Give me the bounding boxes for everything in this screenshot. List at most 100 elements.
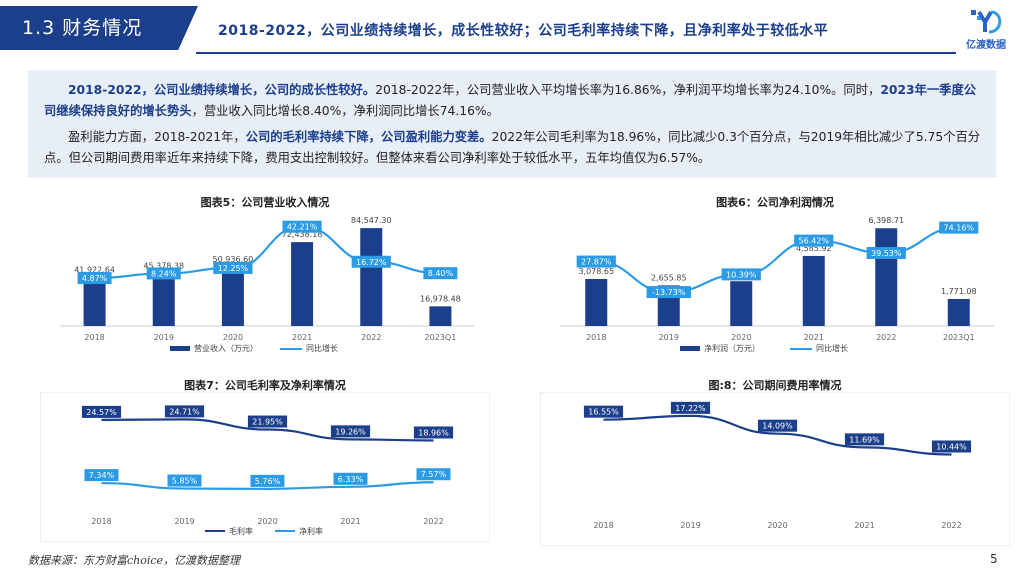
growth-label: -13.73% bbox=[652, 288, 686, 297]
x-tick-label: 2022 bbox=[423, 517, 443, 526]
bar-value-label: 3,078.65 bbox=[578, 267, 614, 276]
growth-label: 4.87% bbox=[82, 274, 108, 283]
net-profit-chart: 3,078.6520182,655.8520192,931.7720204,58… bbox=[560, 216, 995, 353]
x-tick-label: 2019 bbox=[174, 517, 194, 526]
summary-highlight: 2023年一季度公司继续保持良好的增长势头 bbox=[44, 83, 977, 118]
legend-bar-swatch bbox=[170, 346, 190, 351]
series-value-label-box bbox=[167, 474, 202, 487]
logo-text: 亿渡数据 bbox=[966, 40, 1006, 51]
growth-label: 56.42% bbox=[798, 237, 829, 246]
bar-value-label: 84,547.30 bbox=[351, 216, 392, 225]
bar-value-label: 1,771.08 bbox=[941, 287, 977, 296]
series-value-label-box bbox=[164, 405, 205, 418]
legend-bar-swatch bbox=[680, 346, 700, 351]
x-tick-label: 2022 bbox=[361, 333, 381, 342]
bar bbox=[585, 278, 608, 326]
growth-label-box bbox=[721, 268, 761, 281]
series-value-label: 10.44% bbox=[936, 442, 967, 451]
series-value-label: 7.34% bbox=[89, 471, 115, 480]
summary-highlight: 2018-2022，公司业绩持续增长，公司的成长性较好。 bbox=[68, 83, 376, 97]
bar bbox=[221, 267, 244, 326]
growth-label: 8.40% bbox=[428, 269, 454, 278]
growth-label: 27.87% bbox=[581, 258, 612, 267]
series-value-label-box bbox=[931, 440, 972, 453]
series-value-label-box bbox=[247, 415, 288, 428]
data-source: 数据来源：东方财富choice，亿渡数据整理 bbox=[28, 554, 241, 567]
x-tick-label: 2020 bbox=[767, 521, 787, 530]
bar bbox=[730, 281, 753, 326]
summary-text: 2018-2022年，公司营业收入平均增长率为16.86%，净利润平均增长率为2… bbox=[375, 83, 881, 97]
chart-5-title: 图表5：公司营业收入情况 bbox=[200, 196, 330, 209]
bar-value-label: 16,978.48 bbox=[420, 294, 461, 303]
series-value-label-box bbox=[84, 469, 119, 482]
series-value-label: 7.57% bbox=[421, 470, 447, 479]
summary-paragraph-1: 2018-2022，公司业绩持续增长，公司的成长性较好。2018-2022年，公… bbox=[44, 80, 986, 122]
growth-label: 39.53% bbox=[871, 249, 902, 258]
revenue-chart: 41,922.64 2018 45,378.38 2019 50,936.60 2020 7… bbox=[60, 216, 475, 353]
legend-label: 毛利率 bbox=[229, 526, 253, 536]
series-value-label-box bbox=[583, 405, 624, 418]
growth-label-box bbox=[576, 255, 616, 268]
summary-text: 盈利能力方面，2018-2021年， bbox=[68, 130, 246, 144]
series-value-label-box bbox=[413, 426, 454, 439]
bar-value-label: 72,438.18 bbox=[282, 230, 323, 239]
bar bbox=[83, 277, 106, 326]
growth-label-box bbox=[794, 234, 834, 247]
x-tick-label: 2023Q1 bbox=[425, 333, 457, 342]
growth-label-box bbox=[939, 221, 979, 234]
x-tick-label: 2021 bbox=[804, 333, 824, 342]
bar-value-label: 45,378.38 bbox=[143, 261, 184, 270]
logo-icon bbox=[971, 10, 1002, 34]
x-tick-label: 2023Q1 bbox=[943, 333, 975, 342]
summary-paragraph-2: 盈利能力方面，2018-2021年，公司的毛利率持续下降，公司盈利能力变差。20… bbox=[44, 127, 986, 169]
x-tick-label: 2019 bbox=[154, 333, 174, 342]
company-logo: 亿渡数据 bbox=[955, 8, 1017, 52]
series-line bbox=[101, 418, 434, 442]
growth-label: 16.72% bbox=[356, 258, 387, 267]
bar-value-label: 50,936.60 bbox=[213, 255, 254, 264]
growth-label-box bbox=[646, 286, 691, 299]
series-value-label-box bbox=[81, 405, 122, 418]
section-title: 1.3 财务情况 bbox=[0, 6, 198, 50]
summary-highlight: 公司的毛利率持续下降，公司盈利能力变差。 bbox=[245, 130, 492, 144]
growth-label-box bbox=[866, 247, 906, 260]
legend-bar-label: 净利润（万元） bbox=[704, 343, 760, 353]
growth-label-box bbox=[213, 261, 253, 274]
growth-label: 8.24% bbox=[151, 269, 177, 278]
series-value-label-box bbox=[844, 433, 885, 446]
page-number: 5 bbox=[990, 552, 998, 566]
x-tick-label: 2022 bbox=[941, 521, 961, 530]
bar bbox=[802, 255, 825, 326]
margin-chart: 2018 2019 2020 2021 2022 24.57% 24.71% 21.95% 19… bbox=[40, 392, 490, 542]
growth-label: 12.25% bbox=[218, 264, 249, 273]
summary-text: ，营业收入同比增长8.40%，净利润同比增长74.16%。 bbox=[191, 104, 499, 118]
expense-ratio-chart: 2018 2019 2020 2021 2022 16.55% 17.22% 14.09% 11… bbox=[540, 392, 1010, 546]
legend-line-label: 同比增长 bbox=[816, 343, 848, 353]
bar bbox=[947, 298, 970, 326]
summary-text: 2022年公司毛利率为18.96%，同比减少0.3个百分点，与2019年相比减少… bbox=[44, 130, 981, 165]
growth-label-box bbox=[146, 267, 181, 280]
series-value-label-box bbox=[757, 419, 798, 432]
bar bbox=[429, 306, 452, 326]
x-tick-label: 2018 bbox=[586, 333, 606, 342]
x-tick-label: 2018 bbox=[84, 333, 104, 342]
series-value-label: 21.95% bbox=[252, 418, 283, 427]
x-tick-label: 2020 bbox=[731, 333, 751, 342]
series-value-label-box bbox=[330, 425, 371, 438]
legend-bar-label: 营业收入（万元） bbox=[194, 343, 258, 353]
chart-6-title: 图表6：公司净利润情况 bbox=[716, 196, 834, 209]
series-value-label-box bbox=[670, 401, 711, 414]
series-value-label-box bbox=[416, 468, 451, 481]
series-value-label: 24.71% bbox=[169, 407, 200, 416]
series-value-label: 17.22% bbox=[675, 404, 706, 413]
legend-label: 净利率 bbox=[299, 526, 323, 536]
growth-label: 74.16% bbox=[943, 224, 974, 233]
bar bbox=[152, 273, 175, 326]
x-tick-label: 2019 bbox=[659, 333, 679, 342]
x-tick-label: 2021 bbox=[340, 517, 360, 526]
growth-label: 10.39% bbox=[726, 270, 757, 279]
header-divider bbox=[196, 52, 956, 54]
growth-label-box bbox=[423, 267, 458, 280]
page-title: 2018-2022，公司业绩持续增长，成长性较好；公司毛利率持续下降，且净利率处… bbox=[218, 23, 829, 39]
chart-8-title: 图:8：公司期间费用率情况 bbox=[708, 379, 842, 392]
